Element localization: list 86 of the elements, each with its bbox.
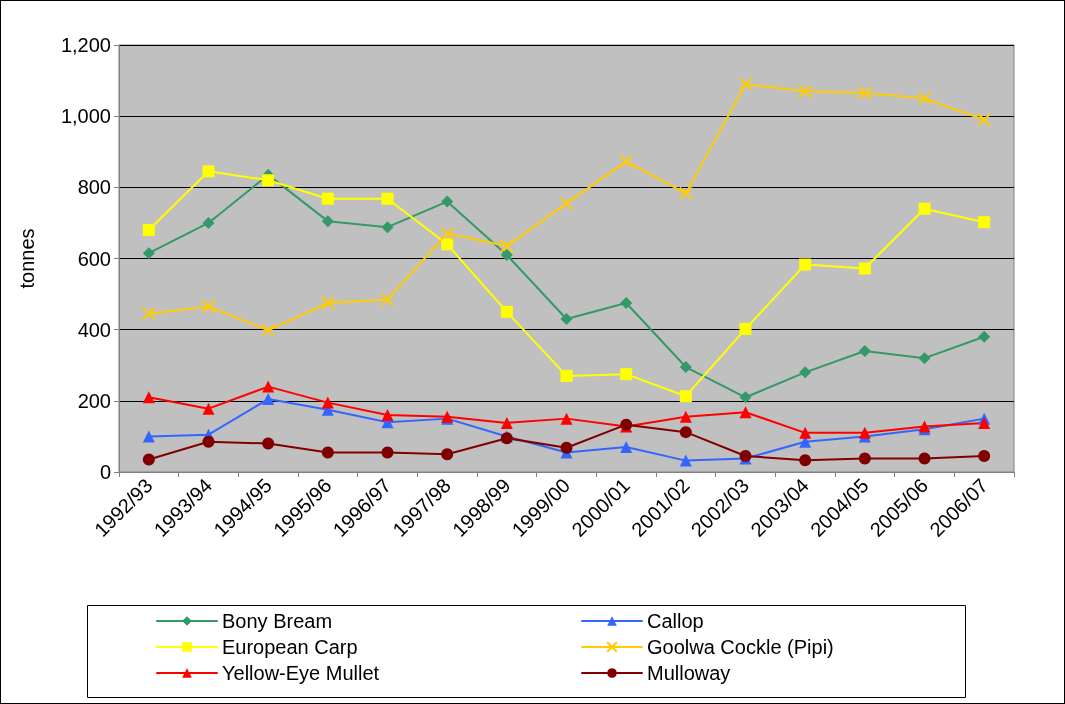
point	[560, 441, 573, 454]
point	[560, 369, 573, 382]
point	[739, 322, 752, 335]
point	[559, 196, 574, 211]
point	[858, 426, 871, 439]
point	[142, 453, 155, 466]
point	[619, 154, 634, 169]
point	[679, 426, 692, 439]
point	[142, 391, 155, 404]
point	[202, 402, 215, 415]
point	[500, 248, 513, 261]
point	[381, 221, 394, 234]
y-tick-label: 800	[77, 176, 111, 199]
point	[320, 295, 335, 310]
point	[262, 174, 275, 187]
point	[560, 312, 573, 325]
point	[262, 393, 275, 406]
point	[321, 215, 334, 228]
point	[381, 446, 394, 459]
point	[202, 435, 215, 448]
point	[918, 452, 931, 465]
legend-label: Bony Bream	[222, 610, 333, 632]
point	[441, 448, 454, 461]
point	[142, 224, 155, 237]
point	[977, 112, 992, 127]
y-tick-label: 0	[99, 461, 111, 483]
point	[679, 361, 692, 374]
point	[381, 409, 394, 422]
point	[620, 296, 633, 309]
legend-label: Goolwa Cockle (Pipi)	[647, 636, 834, 658]
point	[560, 412, 573, 425]
point	[978, 330, 991, 343]
y-axis-title: tonnes	[16, 228, 38, 289]
point	[202, 216, 215, 229]
point	[679, 454, 692, 467]
point	[978, 449, 991, 462]
point	[799, 454, 812, 467]
y-tick-label: 400	[77, 318, 111, 341]
point	[799, 258, 812, 271]
point	[380, 292, 395, 307]
point	[262, 380, 275, 393]
point	[499, 239, 514, 254]
legend-label: Yellow-Eye Mullet	[222, 662, 380, 684]
point	[678, 186, 693, 201]
point	[978, 216, 991, 229]
point	[978, 416, 991, 429]
point	[858, 345, 871, 358]
point	[858, 452, 871, 465]
point	[799, 366, 812, 379]
point	[918, 202, 931, 215]
point	[142, 430, 155, 443]
point	[321, 396, 334, 409]
point	[620, 441, 633, 454]
point	[857, 86, 872, 101]
y-tick-label: 200	[77, 389, 111, 412]
point	[739, 391, 752, 404]
y-tick-label: 1,200	[60, 34, 111, 56]
point	[201, 299, 216, 314]
point	[500, 305, 513, 318]
point	[858, 262, 871, 275]
legend-label: Mulloway	[647, 662, 731, 684]
point	[917, 91, 932, 106]
legend-label: European Carp	[222, 636, 358, 658]
point	[321, 192, 334, 205]
point	[441, 238, 454, 251]
point	[739, 406, 752, 419]
point	[202, 165, 215, 178]
point	[620, 368, 633, 381]
point	[798, 84, 813, 99]
legend-label: Callop	[647, 610, 704, 632]
point	[141, 306, 156, 321]
point	[262, 437, 275, 450]
y-tick-label: 1,000	[60, 105, 111, 128]
point	[441, 195, 454, 208]
point	[738, 77, 753, 92]
y-tick-label: 600	[77, 247, 111, 270]
point	[679, 410, 692, 423]
point	[679, 390, 692, 403]
point	[918, 352, 931, 365]
point	[142, 247, 155, 260]
point	[799, 426, 812, 439]
point	[440, 226, 455, 241]
point	[500, 416, 513, 429]
point	[261, 323, 276, 338]
point	[381, 192, 394, 205]
point	[321, 446, 334, 459]
